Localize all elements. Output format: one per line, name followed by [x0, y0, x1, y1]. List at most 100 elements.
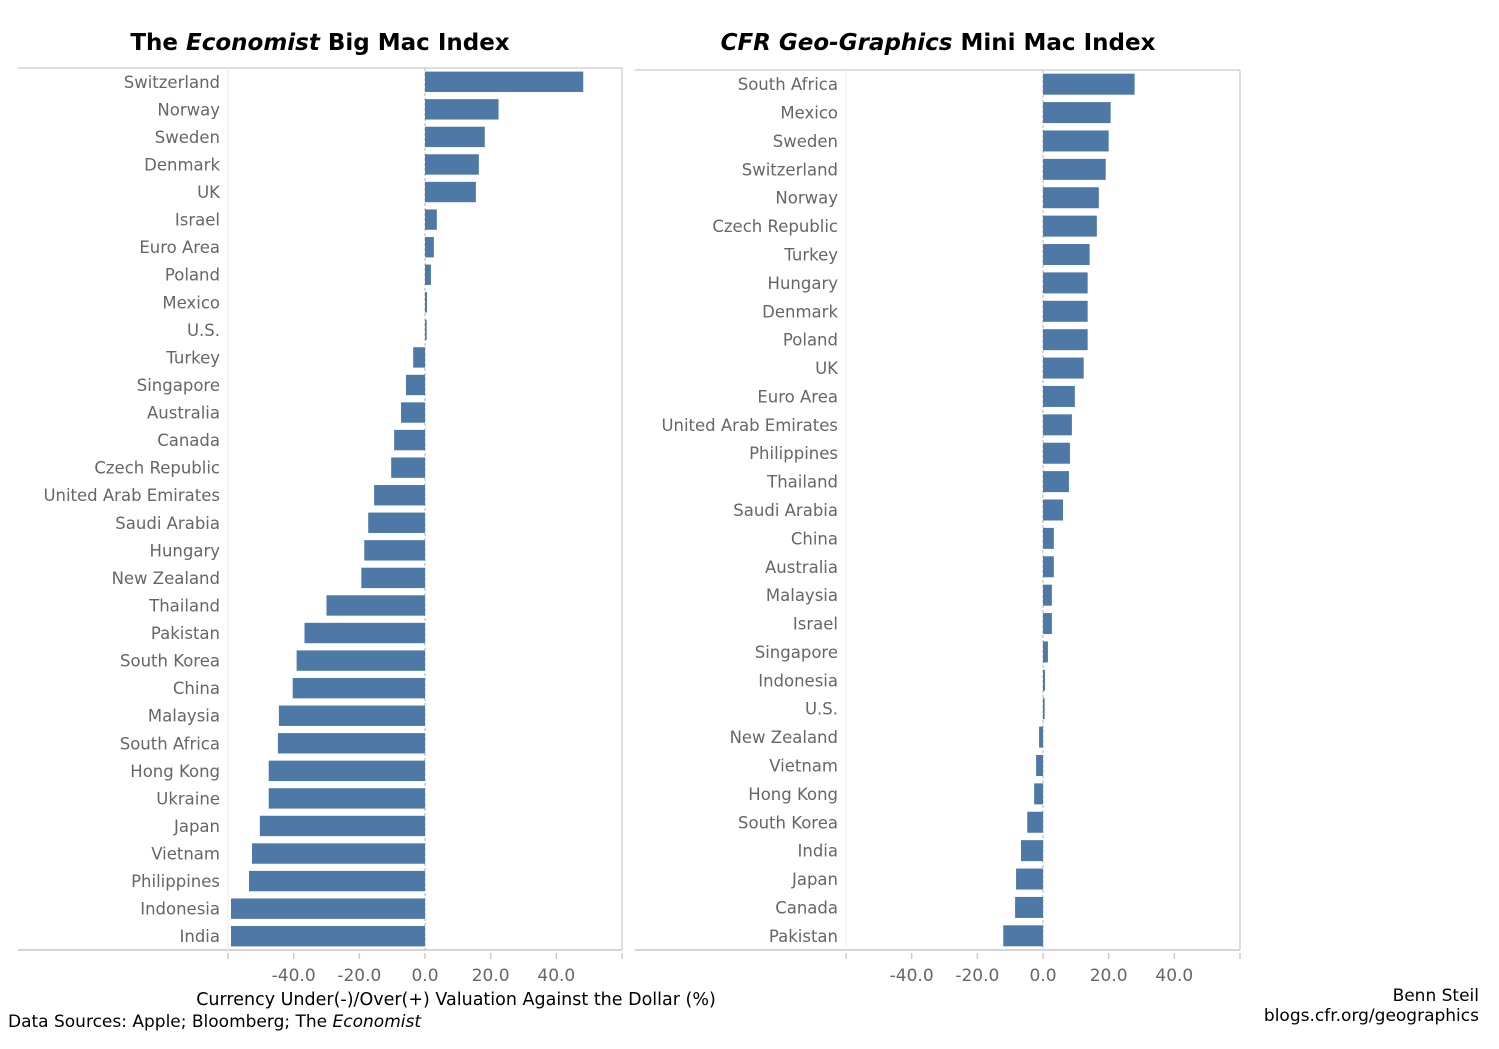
bar-south-korea: [1027, 811, 1043, 833]
category-label: Ukraine: [156, 789, 220, 808]
category-label: U.S.: [187, 321, 220, 340]
category-label: Euro Area: [139, 238, 220, 257]
category-label: U.S.: [805, 700, 838, 719]
bar-sweden: [425, 126, 485, 148]
category-label: United Arab Emirates: [43, 486, 220, 505]
category-label: Singapore: [137, 376, 220, 395]
bar-israel: [1043, 613, 1052, 635]
category-label: Euro Area: [757, 387, 838, 406]
category-label: China: [791, 529, 838, 548]
bar-czech-republic: [1043, 215, 1097, 237]
data-sources: Data Sources: Apple; Bloomberg; The Econ…: [8, 1012, 421, 1032]
category-label: Singapore: [755, 643, 838, 662]
bar-u-s-: [1043, 698, 1045, 720]
bar-mexico: [1043, 102, 1111, 124]
category-label: Vietnam: [151, 845, 220, 864]
x-tick-label: 40.0: [1155, 966, 1193, 986]
bar-hong-kong: [1034, 783, 1043, 805]
category-label: China: [173, 679, 220, 698]
bar-south-africa: [277, 733, 425, 754]
category-label: Poland: [783, 331, 838, 350]
category-label: Indonesia: [140, 900, 220, 919]
category-label: Indonesia: [758, 671, 838, 690]
x-tick-label: -40.0: [272, 966, 316, 986]
category-label: South Korea: [738, 813, 838, 832]
category-label: UK: [815, 359, 839, 378]
author: Benn Steil: [1392, 986, 1479, 1006]
category-label: South Africa: [120, 734, 220, 753]
bar-mexico: [425, 292, 427, 313]
bar-malaysia: [1043, 584, 1052, 606]
category-label: Pakistan: [151, 624, 220, 643]
category-label: Hungary: [768, 274, 839, 293]
category-label: Turkey: [783, 246, 838, 265]
category-label: Sweden: [155, 128, 220, 147]
category-label: United Arab Emirates: [661, 416, 838, 435]
category-label: Australia: [765, 558, 838, 577]
sources-italic: Economist: [332, 1012, 422, 1032]
title-part: Mini Mac Index: [952, 30, 1155, 56]
bar-switzerland: [1043, 158, 1106, 180]
category-label: Switzerland: [742, 160, 838, 179]
category-label: Canada: [157, 431, 220, 450]
x-tick-label: 40.0: [537, 966, 575, 986]
title-part: Economist: [186, 30, 321, 56]
sources-text: Data Sources: Apple; Bloomberg; The: [8, 1012, 333, 1032]
category-label: Thailand: [148, 596, 220, 615]
bar-australia: [401, 402, 425, 423]
bar-denmark: [1043, 300, 1088, 322]
bar-pakistan: [304, 622, 425, 644]
category-label: Malaysia: [766, 586, 838, 605]
category-label: New Zealand: [730, 728, 838, 747]
bar-vietnam: [1036, 754, 1043, 776]
category-label: Denmark: [144, 155, 220, 174]
category-label: Philippines: [749, 444, 838, 463]
category-label: Saudi Arabia: [733, 501, 838, 520]
bar-turkey: [413, 347, 425, 368]
bar-hong-kong: [268, 760, 425, 782]
category-label: Hong Kong: [748, 785, 838, 804]
category-label: Saudi Arabia: [115, 514, 220, 533]
bar-south-korea: [296, 650, 425, 671]
chart-panel-2: CFR Geo-Graphics Mini Mac Index South Afr…: [635, 30, 1241, 986]
bar-china: [1043, 527, 1054, 549]
x-axis-title: Currency Under(-)/Over(+) Valuation Agai…: [196, 990, 716, 1010]
category-label: Vietnam: [769, 756, 838, 775]
chart-title: CFR Geo-Graphics Mini Mac Index: [721, 30, 1156, 56]
category-label: Turkey: [165, 348, 220, 367]
bar-euro-area: [425, 236, 434, 258]
bar-norway: [1043, 187, 1099, 209]
bar-israel: [425, 209, 437, 230]
bar-india: [1021, 840, 1043, 862]
bar-hungary: [1043, 272, 1088, 294]
category-label: Hong Kong: [130, 762, 220, 781]
bar-canada: [1015, 896, 1043, 918]
category-label: New Zealand: [112, 569, 220, 588]
bar-south-africa: [1043, 73, 1135, 95]
bar-poland: [1043, 329, 1088, 351]
category-label: Israel: [793, 615, 838, 634]
title-part: The: [130, 30, 186, 56]
title-part: CFR Geo-Graphics: [721, 30, 953, 56]
category-label: Philippines: [131, 872, 220, 891]
category-label: Malaysia: [148, 707, 220, 726]
x-tick-label: 0.0: [411, 966, 438, 986]
bar-poland: [425, 264, 431, 285]
category-label: Czech Republic: [712, 217, 838, 236]
bar-japan: [1016, 868, 1043, 890]
bar-united-arab-emirates: [374, 485, 425, 506]
bar-australia: [1043, 556, 1054, 578]
category-label: Poland: [165, 266, 220, 285]
bar-uk: [425, 181, 476, 203]
bar-philippines: [1043, 442, 1070, 464]
category-label: UK: [197, 183, 221, 202]
category-label: Denmark: [762, 302, 838, 321]
bar-malaysia: [278, 705, 425, 726]
x-tick-label: -20.0: [337, 966, 381, 986]
category-label: Hungary: [150, 541, 221, 560]
category-label: Australia: [147, 404, 220, 423]
x-tick-label: 20.0: [1090, 966, 1128, 986]
category-label: Thailand: [766, 473, 838, 492]
bar-denmark: [425, 154, 479, 175]
